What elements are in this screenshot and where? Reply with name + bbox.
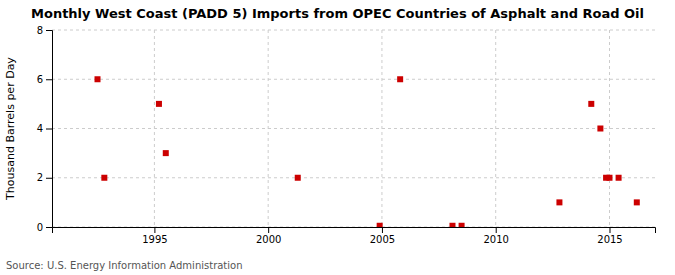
y-tick-mark — [46, 79, 52, 80]
point — [156, 101, 162, 107]
grid-line-x — [609, 30, 610, 227]
y-tick: 8 — [37, 25, 52, 36]
point — [295, 175, 301, 181]
grid-line-x — [268, 30, 269, 227]
grid — [52, 30, 655, 227]
point — [101, 175, 107, 181]
y-tick-label: 6 — [37, 74, 43, 85]
x-tick-mark — [609, 227, 610, 233]
y-tick-mark — [46, 30, 52, 31]
grid-line-y — [52, 177, 655, 178]
point — [606, 175, 612, 181]
x-tick-label: 2000 — [256, 234, 281, 245]
y-tick: 0 — [37, 222, 52, 233]
plot-area: 1995 2000 2005 2010 2015 0 2 4 6 8 — [37, 25, 656, 245]
y-tick: 2 — [37, 172, 52, 183]
x-tick-mark — [496, 227, 497, 233]
x-tick-mark — [268, 227, 269, 233]
grid-line-x — [381, 30, 382, 227]
x-tick-mark — [382, 227, 383, 233]
point — [95, 76, 101, 82]
point — [588, 101, 594, 107]
y-axis-line — [46, 31, 53, 228]
x-axis: 1995 2000 2005 2010 2015 — [53, 227, 656, 245]
x-tick-label: 2010 — [483, 234, 508, 245]
x-tick-label: 2005 — [370, 234, 395, 245]
source-note: Source: U.S. Energy Information Administ… — [6, 260, 243, 271]
grid-line-x — [154, 30, 155, 227]
chart: 1995 2000 2005 2010 2015 0 2 4 6 8 Monthly West Co… — [0, 0, 675, 275]
x-tick: 1995 — [142, 227, 167, 245]
y-tick-label: 0 — [37, 222, 43, 233]
y-tick-mark — [46, 178, 52, 179]
y-axis: 0 2 4 6 8 — [37, 25, 53, 233]
point — [163, 150, 169, 156]
x-tick-label: 2015 — [597, 234, 622, 245]
point — [397, 76, 403, 82]
point — [459, 223, 465, 227]
y-axis-title: Thousand Barrels per Day — [4, 57, 17, 201]
grid-line-y — [52, 30, 655, 31]
point — [377, 223, 383, 227]
point — [556, 199, 562, 205]
y-tick-label: 4 — [37, 123, 43, 134]
point — [449, 223, 455, 227]
x-tick-label: 1995 — [142, 234, 167, 245]
y-tick: 4 — [37, 123, 52, 134]
y-tick: 6 — [37, 74, 52, 85]
grid-line-y — [52, 128, 655, 129]
x-tick-mark — [154, 227, 155, 233]
x-tick: 2015 — [597, 227, 622, 245]
point — [634, 199, 640, 205]
y-tick-label: 8 — [37, 25, 43, 36]
points — [95, 76, 640, 227]
grid-line-y — [52, 79, 655, 80]
title: Monthly West Coast (PADD 5) Imports from… — [31, 6, 644, 21]
y-tick-mark — [46, 129, 52, 130]
y-tick-label: 2 — [37, 172, 43, 183]
x-tick: 2000 — [256, 227, 281, 245]
y-tick-mark — [46, 227, 52, 228]
x-axis-line — [53, 228, 656, 234]
grid-line-x — [495, 30, 496, 227]
x-tick: 2005 — [370, 227, 395, 245]
x-tick: 2010 — [483, 227, 508, 245]
point — [616, 175, 622, 181]
point — [597, 126, 603, 132]
